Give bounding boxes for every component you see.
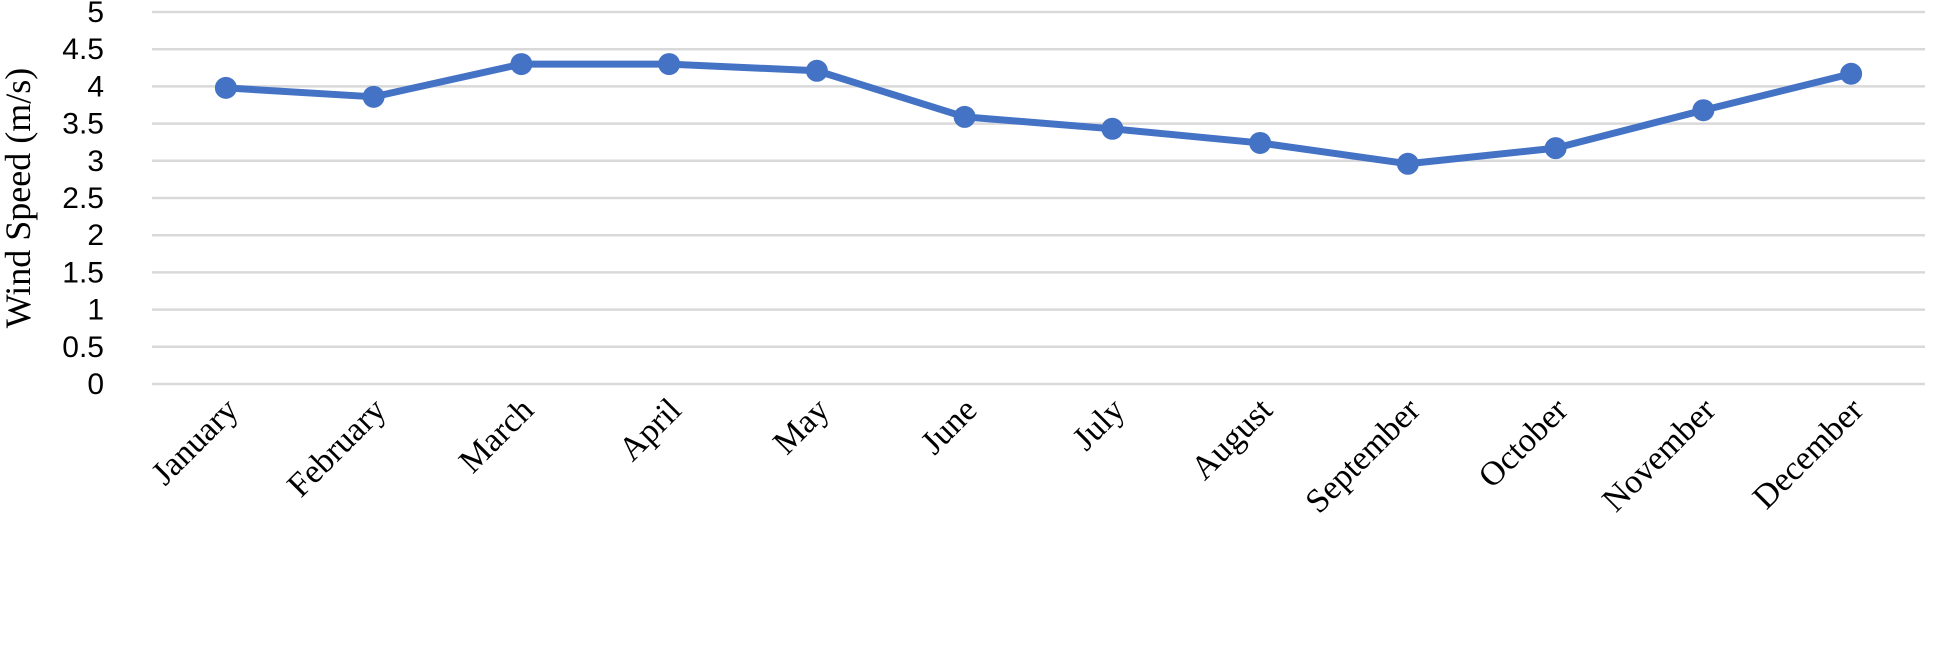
x-tick-label-february: February bbox=[280, 391, 393, 504]
data-point-october bbox=[1544, 137, 1567, 160]
x-tick-label-january: January bbox=[145, 391, 246, 492]
x-axis-tick-labels: January February March April May June July Augu… bbox=[145, 391, 1872, 520]
y-axis-tick-labels: 0 0.5 1 1.5 2 2.5 3 3.5 4 4.5 5 bbox=[62, 0, 104, 401]
y-tick-label: 4 bbox=[87, 70, 104, 103]
x-tick-label-april: April bbox=[612, 391, 689, 468]
data-point-december bbox=[1840, 62, 1863, 85]
y-tick-label: 2 bbox=[87, 219, 104, 252]
x-tick-label-june: June bbox=[914, 391, 984, 461]
x-tick-label-march: March bbox=[452, 391, 541, 480]
data-point-august bbox=[1249, 131, 1272, 154]
x-tick-label-december: December bbox=[1746, 391, 1871, 516]
y-tick-label: 0 bbox=[87, 368, 104, 401]
y-tick-label: 2.5 bbox=[62, 182, 104, 215]
y-axis-title: Wind Speed (m/s) bbox=[0, 68, 38, 329]
y-tick-label: 4.5 bbox=[62, 33, 104, 66]
gridlines bbox=[152, 10, 1925, 386]
data-point-may bbox=[805, 59, 828, 82]
x-tick-label-august: August bbox=[1184, 391, 1280, 487]
data-point-march bbox=[510, 53, 533, 76]
x-tick-label-september: September bbox=[1299, 391, 1428, 520]
series-group bbox=[222, 60, 1855, 168]
data-point-september bbox=[1396, 152, 1419, 175]
series-line-0 bbox=[222, 60, 1855, 168]
data-point-february bbox=[362, 85, 385, 108]
y-tick-label: 3 bbox=[87, 145, 104, 178]
data-point-july bbox=[1101, 117, 1124, 140]
y-tick-label: 3.5 bbox=[62, 108, 104, 141]
y-tick-label: 0.5 bbox=[62, 331, 104, 364]
data-points bbox=[214, 53, 1863, 175]
x-tick-label-november: November bbox=[1595, 391, 1723, 519]
data-point-january bbox=[214, 76, 237, 99]
x-tick-label-october: October bbox=[1472, 391, 1576, 495]
y-tick-label: 5 bbox=[87, 0, 104, 29]
data-point-april bbox=[658, 53, 681, 76]
data-point-june bbox=[953, 105, 976, 128]
data-point-november bbox=[1692, 99, 1715, 122]
x-tick-label-may: May bbox=[766, 391, 836, 461]
y-tick-label: 1.5 bbox=[62, 256, 104, 289]
x-tick-label-july: July bbox=[1066, 391, 1132, 457]
y-tick-label: 1 bbox=[87, 294, 104, 327]
